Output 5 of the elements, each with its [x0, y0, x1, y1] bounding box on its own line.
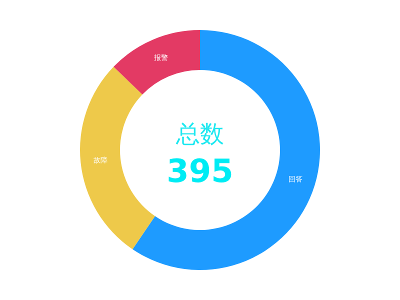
donut-slice: [132, 30, 320, 270]
text: 395: [166, 152, 234, 190]
text: 总数: [175, 120, 224, 148]
donut-slice: [114, 30, 200, 95]
donut-slice: [80, 66, 156, 250]
